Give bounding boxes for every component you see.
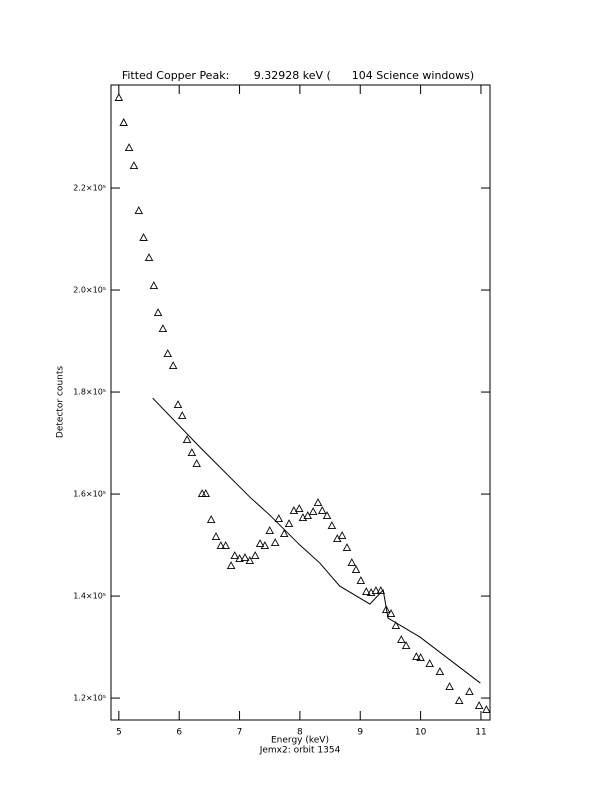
triangle-marker bbox=[255, 539, 265, 547]
triangle-marker bbox=[206, 515, 216, 524]
triangle-marker bbox=[230, 551, 239, 560]
triangle-marker bbox=[337, 531, 347, 540]
triangle-marker bbox=[397, 635, 406, 644]
y-tick-label: 1.8×10⁵ bbox=[73, 388, 106, 397]
triangle-marker bbox=[163, 349, 172, 357]
triangle-marker bbox=[182, 435, 192, 443]
triangle-marker bbox=[308, 507, 318, 516]
x-tick-label: 6 bbox=[176, 728, 182, 738]
triangle-marker bbox=[270, 538, 280, 547]
triangle-marker bbox=[221, 541, 230, 550]
x-axis-label: Energy (keV) bbox=[271, 736, 329, 746]
triangle-marker bbox=[177, 411, 187, 420]
triangle-marker bbox=[342, 543, 352, 552]
y-tick-label: 2.0×10⁵ bbox=[73, 286, 106, 295]
triangle-marker bbox=[303, 511, 312, 519]
triangle-marker bbox=[250, 551, 260, 560]
triangle-marker bbox=[139, 233, 148, 241]
triangle-marker bbox=[391, 621, 401, 630]
triangle-marker bbox=[265, 526, 274, 534]
x-tick-label: 7 bbox=[237, 728, 243, 738]
triangle-marker bbox=[201, 489, 211, 498]
triangle-marker bbox=[362, 587, 371, 596]
triangle-marker bbox=[192, 459, 201, 468]
triangle-marker bbox=[235, 554, 244, 563]
triangle-marker bbox=[260, 541, 270, 550]
chart-title: Fitted Copper Peak: 9.32928 keV ( 104 Sc… bbox=[122, 69, 474, 82]
triangle-marker bbox=[401, 641, 411, 649]
triangle-marker bbox=[187, 448, 197, 456]
triangle-marker bbox=[465, 687, 474, 695]
triangle-marker bbox=[274, 514, 284, 522]
plot-frame bbox=[110, 84, 491, 721]
triangle-marker bbox=[289, 506, 299, 514]
triangle-marker bbox=[124, 143, 134, 151]
triangle-marker bbox=[119, 118, 128, 126]
y-tick-label: 2.2×10⁵ bbox=[73, 184, 106, 193]
subtitle: Jemx2: orbit 1354 bbox=[259, 746, 341, 756]
triangle-marker bbox=[386, 609, 396, 618]
triangle-marker bbox=[454, 696, 464, 705]
triangle-marker bbox=[279, 529, 289, 537]
triangle-marker bbox=[327, 521, 337, 529]
triangle-marker bbox=[114, 93, 124, 101]
y-tick-label: 1.4×10⁵ bbox=[73, 592, 106, 601]
triangle-marker bbox=[381, 605, 391, 614]
triangle-marker bbox=[240, 553, 250, 562]
x-tick-label: 9 bbox=[357, 728, 363, 738]
triangle-marker bbox=[416, 653, 425, 662]
triangle-marker bbox=[226, 561, 236, 570]
triangle-marker bbox=[445, 682, 454, 691]
triangle-marker bbox=[129, 161, 139, 169]
y-axis-label: Detector counts bbox=[56, 366, 66, 438]
triangle-marker bbox=[153, 308, 163, 316]
triangle-marker bbox=[313, 498, 323, 506]
triangle-marker bbox=[435, 667, 445, 676]
fit-line bbox=[152, 397, 481, 684]
x-tick-label: 10 bbox=[415, 728, 427, 738]
x-tick-label: 8 bbox=[297, 728, 303, 738]
triangle-marker bbox=[245, 556, 255, 565]
y-tick-label: 1.6×10⁵ bbox=[73, 490, 106, 499]
x-tick-label: 11 bbox=[475, 728, 486, 738]
triangle-marker bbox=[322, 511, 332, 519]
triangle-marker bbox=[173, 400, 183, 409]
triangle-marker bbox=[474, 701, 484, 710]
triangle-marker bbox=[351, 565, 361, 573]
triangle-marker bbox=[347, 558, 357, 567]
y-tick-label: 1.2×10⁵ bbox=[73, 694, 106, 703]
triangle-marker bbox=[284, 519, 294, 527]
triangle-marker bbox=[412, 652, 421, 661]
triangle-marker bbox=[149, 281, 159, 290]
triangle-marker bbox=[211, 532, 221, 540]
triangle-marker bbox=[168, 361, 178, 369]
triangle-marker bbox=[158, 324, 168, 333]
triangle-marker bbox=[144, 253, 154, 262]
triangle-marker bbox=[216, 541, 226, 550]
triangle-marker bbox=[317, 506, 327, 514]
triangle-marker bbox=[134, 206, 144, 214]
triangle-marker bbox=[371, 586, 381, 595]
triangle-marker bbox=[482, 705, 491, 714]
triangle-marker bbox=[295, 504, 304, 512]
triangle-marker bbox=[356, 576, 366, 585]
triangle-marker bbox=[425, 659, 434, 667]
x-tick-label: 5 bbox=[116, 728, 122, 738]
